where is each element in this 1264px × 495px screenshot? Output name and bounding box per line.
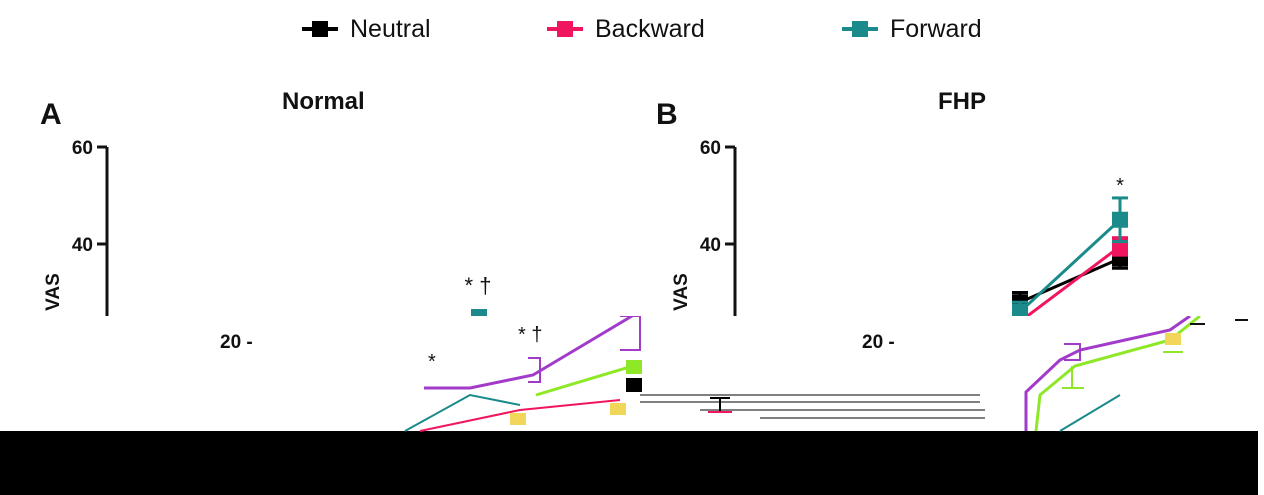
legend-label: Backward xyxy=(595,14,705,43)
glitch-bar-purple xyxy=(528,357,541,383)
y-tick-label-glitch: 20 - xyxy=(862,332,895,353)
y-tick-label: 60 xyxy=(72,138,93,159)
y-tick-label: 40 xyxy=(700,235,721,256)
glitch-marker-yellow xyxy=(510,413,526,425)
legend: Neutral Backward Forward xyxy=(0,0,1264,60)
glitch-bar-purple xyxy=(1064,343,1081,361)
legend-item-forward: Forward xyxy=(840,14,982,44)
annotation-glitch: * † xyxy=(518,324,542,346)
glitch-line-purple xyxy=(1024,316,1191,431)
glitch-line-purple xyxy=(424,316,633,390)
series-line-forward xyxy=(1018,218,1122,314)
chart-b: 40 60 VAS * xyxy=(671,138,1128,316)
point-forward xyxy=(1112,211,1128,228)
glitch-line-pink xyxy=(419,399,621,432)
glitch-line-teal xyxy=(404,393,521,432)
glitch-line-green xyxy=(535,363,637,397)
panel-b-letter: B xyxy=(656,98,678,131)
glitch-marker-black xyxy=(626,378,642,392)
glitch-region: 20 - 20 - * * † xyxy=(0,316,1258,495)
panel-a-letter: A xyxy=(40,98,62,131)
annotation: * † xyxy=(465,273,492,298)
y-tick-label: 40 xyxy=(72,235,93,256)
legend-label: Forward xyxy=(890,14,982,43)
y-axis-label: VAS xyxy=(671,273,692,311)
black-band xyxy=(0,431,1258,495)
annotation-glitch: * xyxy=(428,351,436,373)
point-forward xyxy=(1012,303,1028,316)
chart-a: 40 60 VAS * † xyxy=(43,138,492,316)
y-tick-label-glitch: 20 - xyxy=(220,332,253,353)
glitch-line-teal xyxy=(1059,394,1121,432)
annotation: * xyxy=(1116,175,1124,197)
y-tick-label: 60 xyxy=(700,138,721,159)
glitch-marker-yellow xyxy=(1165,333,1181,345)
legend-label: Neutral xyxy=(350,14,431,43)
legend-item-neutral: Neutral xyxy=(300,14,431,44)
glitch-marker-yellow xyxy=(610,403,626,415)
glitch-bar-purple xyxy=(620,316,641,351)
glitch-line-green xyxy=(1034,316,1201,432)
legend-marker xyxy=(840,14,880,44)
legend-marker xyxy=(545,14,585,44)
panel-a-title: Normal xyxy=(282,88,365,115)
legend-item-backward: Backward xyxy=(545,14,705,44)
series-line-backward xyxy=(1024,245,1121,316)
forward-marker-partial xyxy=(471,309,487,316)
legend-marker xyxy=(300,14,340,44)
panel-b-title: FHP xyxy=(938,88,986,115)
glitch-marker-green xyxy=(626,360,642,374)
y-axis-label: VAS xyxy=(43,273,64,311)
